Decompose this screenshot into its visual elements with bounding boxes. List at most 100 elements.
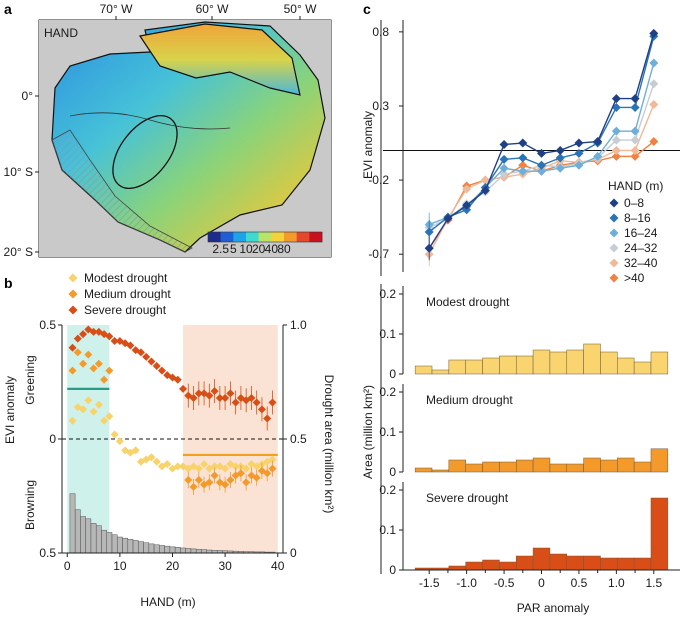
tick-20s: 20° S	[4, 245, 33, 259]
data-point	[163, 460, 172, 469]
data-point	[268, 398, 277, 407]
legend-label: Severe drought	[84, 303, 167, 317]
c-legend-marker	[609, 273, 619, 283]
tick-70w: 70° W	[100, 2, 133, 16]
tick-10s: 10° S	[4, 165, 33, 179]
data-point	[252, 473, 261, 482]
hist-bar	[549, 463, 568, 473]
hist-ytick-label: 0	[389, 367, 396, 381]
hist-bar	[465, 561, 483, 571]
hist-bar	[566, 349, 584, 375]
legend-label: Medium drought	[84, 287, 171, 301]
series-point	[499, 169, 509, 179]
drought-area-bar	[138, 541, 144, 554]
c-legend-label: >40	[624, 271, 645, 285]
data-point	[173, 375, 182, 384]
data-point	[210, 471, 219, 480]
series-point	[649, 99, 659, 109]
c-legend-label: 24–32	[624, 241, 658, 255]
hist-bar	[431, 469, 450, 473]
b-ylabel-left: EVI anomaly	[3, 376, 17, 444]
data-point	[110, 430, 119, 439]
drought-area-bar	[185, 548, 192, 554]
b-ytick-right-label: 0.5	[290, 432, 307, 446]
drought-area-bar	[117, 536, 123, 554]
hist-bar	[448, 459, 466, 473]
hist-bar	[566, 463, 584, 473]
data-point	[221, 393, 230, 402]
c-legend-label: 16–24	[624, 226, 658, 240]
data-point	[221, 464, 230, 473]
data-point	[226, 389, 235, 398]
drought-area-bar	[90, 523, 97, 554]
hist-bar	[482, 461, 500, 473]
hist-bar	[499, 461, 517, 473]
colorbar-tick-label: 5	[230, 242, 237, 256]
c-ylabel-top: EVI anomaly	[361, 111, 375, 179]
series-point	[574, 138, 584, 148]
drought-area-bar	[164, 545, 171, 554]
legend-marker	[68, 273, 78, 283]
hist-xtick-label: 1.5	[645, 576, 662, 590]
hist-bar	[600, 459, 618, 473]
hist-xtick-label: 1.0	[608, 576, 625, 590]
hist-ytick-label: 0.2	[379, 483, 396, 497]
series-point	[518, 153, 528, 163]
c-ytick-label: 0.8	[372, 25, 389, 39]
panel-c-line-plot: 0.8 0.3 -0.2 -0.7	[368, 20, 680, 272]
hist-bar	[448, 359, 466, 375]
data-point	[94, 359, 103, 368]
drought-area-bar	[127, 539, 134, 554]
colorbar-swatch	[309, 232, 323, 242]
hist-ytick-label: 0.1	[379, 327, 396, 341]
hist-bar	[633, 557, 652, 571]
hist-xtick-label: -1.0	[456, 576, 477, 590]
colorbar-frame	[207, 231, 323, 243]
colorbar-tick-label: 10	[239, 242, 253, 256]
legend-label: Modest drought	[84, 271, 168, 285]
colorbar-swatch	[296, 232, 310, 242]
hist-bar	[617, 457, 635, 473]
hist-title: Severe drought	[426, 491, 509, 505]
hist-bar	[532, 349, 551, 375]
series-point	[630, 94, 640, 104]
hist-bar	[583, 343, 601, 375]
data-point	[210, 387, 219, 396]
hist-bar	[482, 357, 500, 375]
legend-marker	[68, 305, 78, 315]
series-point	[593, 151, 603, 161]
drought-area-bar	[201, 549, 207, 554]
data-point	[226, 476, 235, 485]
series-point	[630, 102, 640, 112]
drought-area-bar	[195, 549, 202, 554]
data-point	[73, 348, 82, 357]
c-legend-label: 8–16	[624, 211, 651, 225]
series-point	[555, 153, 565, 163]
hist-bar	[465, 359, 483, 375]
hist-bar	[549, 351, 568, 375]
series-point	[518, 160, 528, 170]
drought-area-bar	[143, 542, 150, 554]
series-point	[611, 94, 621, 104]
hist-bar	[499, 561, 517, 571]
series-point	[518, 166, 528, 176]
hist-bar	[532, 547, 551, 571]
data-point	[189, 482, 198, 491]
drought-area-bar	[132, 540, 139, 554]
panel-a: a 70° W 60° W 50° W 0° 10° S 20° S HAND …	[4, 1, 332, 259]
c-legend-marker	[609, 243, 619, 253]
colorbar-swatch	[220, 232, 234, 242]
data-point	[200, 460, 209, 469]
colorbar-swatch	[284, 232, 297, 242]
series-point	[574, 160, 584, 170]
data-point	[189, 393, 198, 402]
hist-title: Modest drought	[426, 295, 510, 309]
map-label-hand: HAND	[44, 26, 78, 40]
data-point	[157, 366, 166, 375]
hist-ytick-label: 0	[389, 563, 396, 577]
b-xtick-label: 10	[113, 559, 127, 573]
colorbar-tick-label: 80	[277, 242, 291, 256]
c-xlabel: PAR anomaly	[517, 601, 589, 615]
series-point	[424, 227, 434, 237]
